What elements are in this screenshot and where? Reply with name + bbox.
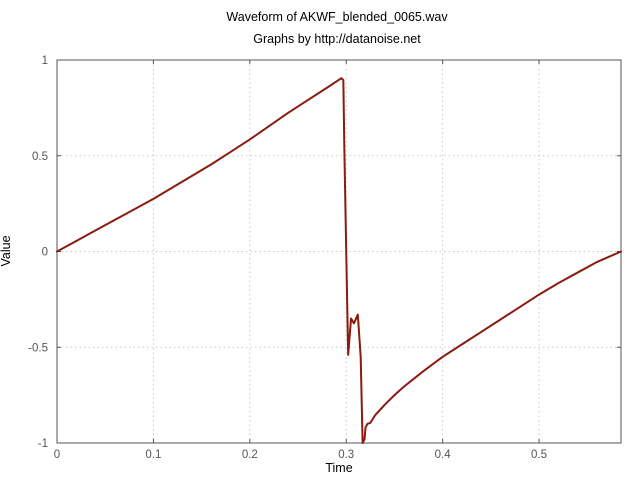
axis-ticks: 0 0.1 0.2 0.3 0.4 0.5 -1 -0.5 0 0.5 1 bbox=[28, 55, 621, 461]
x-tick-label: 0.3 bbox=[338, 449, 354, 461]
x-tick-label: 0.2 bbox=[242, 449, 258, 461]
y-axis-label: Value bbox=[0, 235, 13, 266]
series-layer bbox=[56, 77, 622, 444]
y-tick-label: 1 bbox=[42, 55, 48, 67]
x-axis-label: Time bbox=[325, 461, 352, 475]
y-tick-label: -1 bbox=[38, 438, 48, 450]
x-tick-label: 0.5 bbox=[531, 449, 547, 461]
chart-subtitle: Graphs by http://datanoise.net bbox=[253, 32, 421, 46]
y-tick-label: -0.5 bbox=[28, 342, 48, 354]
x-tick-label: 0.4 bbox=[435, 449, 452, 461]
y-tick-label: 0 bbox=[42, 247, 48, 259]
waveform-series-line bbox=[56, 77, 622, 444]
grid-lines bbox=[57, 60, 621, 443]
y-tick-label: 0.5 bbox=[32, 151, 48, 163]
x-tick-label: 0.1 bbox=[145, 449, 161, 461]
chart-title: Waveform of AKWF_blended_0065.wav bbox=[226, 10, 448, 24]
plot-frame bbox=[56, 59, 622, 444]
x-tick-label: 0 bbox=[54, 449, 60, 461]
